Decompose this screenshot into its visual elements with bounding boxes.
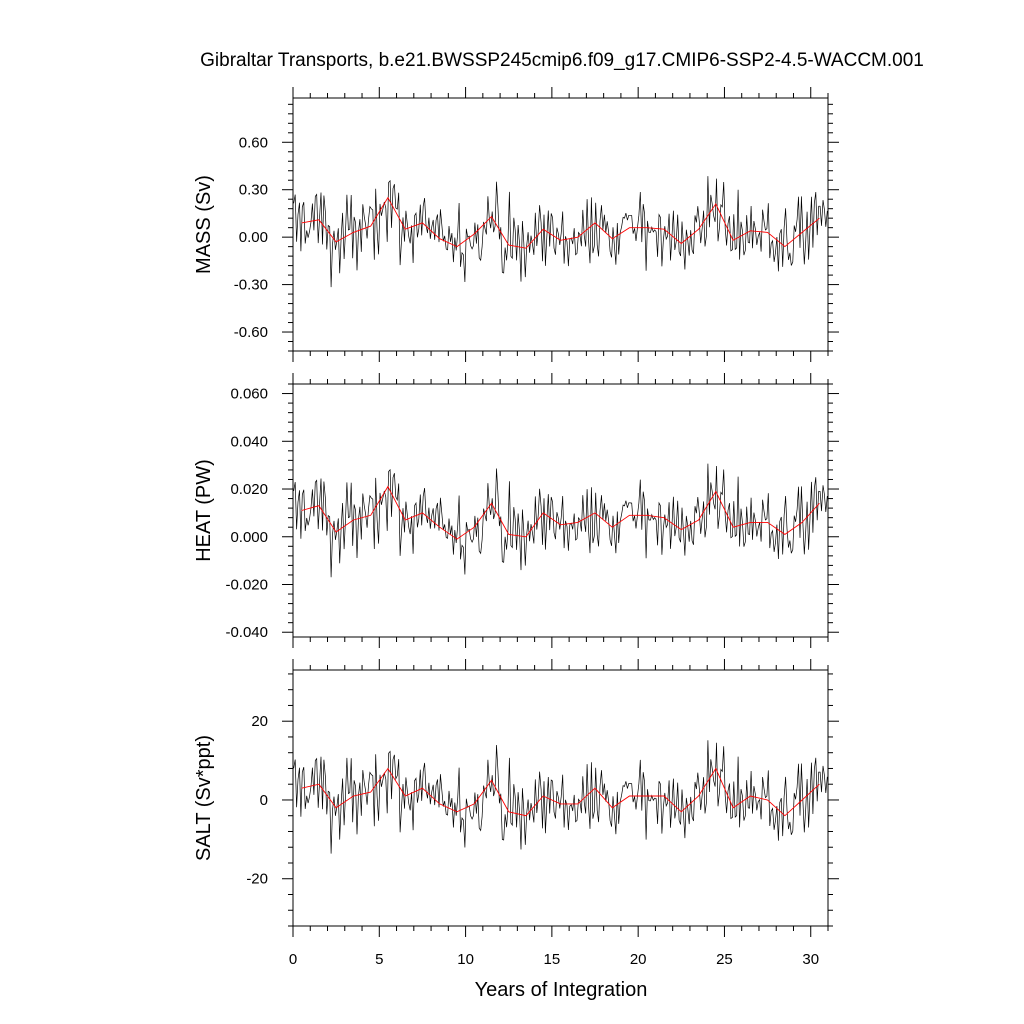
- x-tick-label: 5: [375, 951, 383, 968]
- monthly-series-line: [293, 463, 828, 578]
- x-tick-label: 10: [457, 951, 474, 968]
- panel-2: -0.040 -0.020 0.000 0.020 0.040 0.060 HEAT (PW…: [193, 373, 839, 648]
- annual-mean-line: [301, 485, 820, 540]
- y-tick-label: 0.040: [230, 433, 268, 450]
- annual-mean-line: [301, 767, 820, 817]
- x-tick-label: 30: [802, 951, 819, 968]
- x-tick-label: 0: [289, 951, 297, 968]
- y-tick-label: -20: [246, 871, 268, 888]
- x-tick-label: 20: [630, 951, 647, 968]
- y-tick-label: 0: [260, 792, 268, 809]
- y-tick-label: 0.060: [230, 386, 268, 403]
- x-tick-label: 25: [716, 951, 733, 968]
- y-tick-label: -0.040: [225, 624, 268, 641]
- monthly-series-line: [293, 740, 828, 854]
- monthly-series-line: [293, 176, 828, 288]
- y-tick-label: 20: [251, 713, 268, 730]
- y-axis-label: HEAT (PW): [193, 459, 215, 562]
- chart-title: Gibraltar Transports, b.e21.BWSSP245cmip…: [200, 50, 924, 71]
- panel-1: -0.60 -0.30 0.00 0.30 0.60 MASS (Sv): [193, 87, 839, 362]
- y-axis-label: MASS (Sv): [193, 175, 215, 274]
- y-axis-label: SALT (Sv*ppt): [193, 735, 215, 861]
- y-tick-label: 0.60: [239, 134, 268, 151]
- x-tick-label: 15: [544, 951, 561, 968]
- y-tick-label: -0.020: [225, 576, 268, 593]
- y-tick-label: -0.30: [234, 277, 268, 294]
- panel-frame: [292, 97, 829, 352]
- y-tick-label: 0.00: [239, 229, 268, 246]
- annual-mean-line: [301, 196, 820, 249]
- panel-frame: [292, 383, 829, 638]
- panel-frame: [292, 669, 829, 927]
- y-tick-label: 0.020: [230, 481, 268, 498]
- y-tick-label: 0.30: [239, 182, 268, 199]
- panel-3: -20 0 20 SALT (Sv*ppt): [193, 659, 839, 937]
- x-axis-label: Years of Integration: [475, 979, 648, 1001]
- y-tick-label: -0.60: [234, 324, 268, 341]
- y-tick-label: 0.000: [230, 529, 268, 546]
